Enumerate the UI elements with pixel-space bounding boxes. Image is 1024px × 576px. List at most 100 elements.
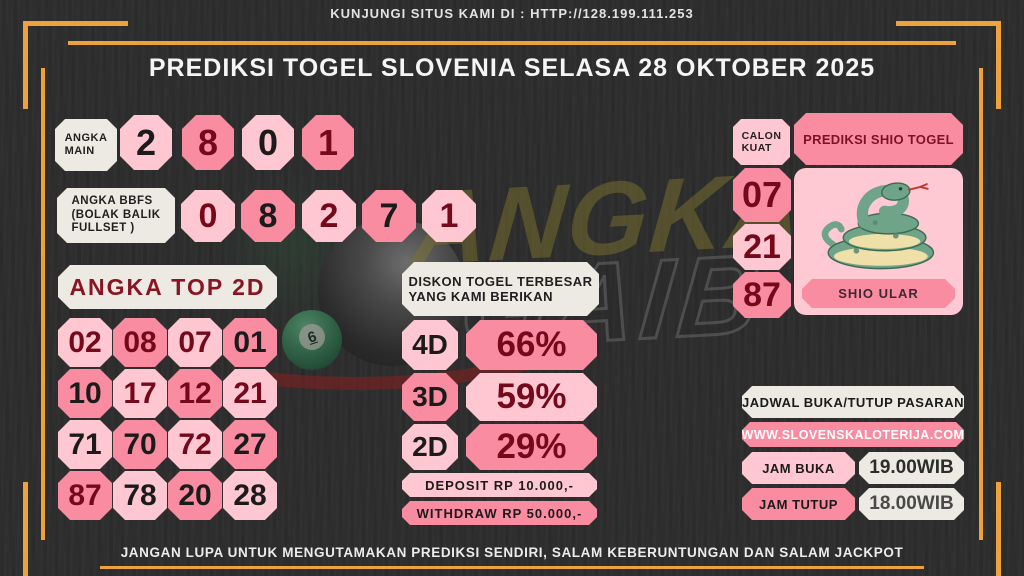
jam-buka-value: 19.00WIB <box>859 452 964 484</box>
angka-bbfs-digit: 7 <box>362 190 416 242</box>
diskon-header-line1: DISKON TOGEL TERBESAR <box>408 273 593 289</box>
angka-bbfs-digit-value: 1 <box>439 196 459 235</box>
top2d-cell-value: 02 <box>68 325 102 359</box>
jam-tutup-label-text: JAM TUTUP <box>759 496 838 512</box>
frame-right-line <box>979 68 983 540</box>
top2d-cell: 07 <box>168 318 222 367</box>
shio-number: 87 <box>733 272 791 318</box>
top2d-cell: 10 <box>58 369 112 418</box>
top2d-cell-value: 07 <box>178 325 212 359</box>
angka-bbfs-digit: 0 <box>181 190 235 242</box>
pool-ball-6-icon: 6 <box>282 310 342 370</box>
top2d-cell: 27 <box>223 420 277 469</box>
angka-main-digit: 1 <box>302 115 354 170</box>
top2d-cell-value: 28 <box>233 478 267 512</box>
top2d-cell-value: 78 <box>123 478 157 512</box>
top2d-cell-value: 27 <box>233 427 267 461</box>
jam-buka-label: JAM BUKA <box>742 452 855 484</box>
deposit-text: DEPOSIT RP 10.000,- <box>425 477 574 493</box>
top2d-cell-value: 70 <box>123 427 157 461</box>
frame-corner-tr-h <box>896 21 1001 26</box>
shio-number-value: 87 <box>743 275 781 314</box>
angka-bbfs-digit: 2 <box>302 190 356 242</box>
top2d-cell: 20 <box>168 471 222 520</box>
shio-number-value: 21 <box>743 227 781 266</box>
diskon-label-text: 4D <box>412 329 448 360</box>
frame-corner-tr-v <box>996 21 1001 109</box>
frame-corner-bl-v <box>23 482 28 576</box>
top2d-cell: 21 <box>223 369 277 418</box>
top2d-cell-value: 71 <box>68 427 102 461</box>
diskon-value-text: 29% <box>496 427 567 466</box>
frame-top-line <box>68 41 956 45</box>
shio-animal-badge: SHIO ULAR <box>802 279 955 308</box>
top2d-grid: 02 08 07 01 10 17 12 21 71 70 72 27 87 7… <box>58 318 277 520</box>
diskon-label-text: 3D <box>412 381 448 412</box>
top2d-header-text: ANGKA TOP 2D <box>69 273 266 300</box>
angka-bbfs-label-line2: (BOLAK BALIK <box>71 208 161 221</box>
top2d-cell-value: 21 <box>233 376 267 410</box>
angka-bbfs-digit-value: 0 <box>198 196 218 235</box>
top2d-cell: 78 <box>113 471 167 520</box>
withdraw-badge: WITHDRAW RP 50.000,- <box>402 501 597 525</box>
page-title: PREDIKSI TOGEL SLOVENIA SELASA 28 OKTOBE… <box>148 54 876 82</box>
top2d-cell: 01 <box>223 318 277 367</box>
angka-bbfs-digit-value: 8 <box>258 196 278 235</box>
angka-main-label-line1: ANGKA <box>64 132 108 145</box>
angka-main-digit-value: 2 <box>135 121 157 163</box>
diskon-header-line2: YANG KAMI BERIKAN <box>408 289 553 304</box>
angka-main-label: ANGKA MAIN <box>55 119 117 171</box>
angka-main-digit: 0 <box>242 115 294 170</box>
jam-buka-label-text: JAM BUKA <box>762 460 835 476</box>
angka-bbfs-label-line3: FULLSET ) <box>71 222 135 235</box>
angka-bbfs-digit-value: 7 <box>379 196 399 235</box>
shio-number: 07 <box>733 168 791 222</box>
site-notice[interactable]: KUNJUNGI SITUS KAMI DI : HTTP://128.199.… <box>330 6 694 21</box>
top2d-cell: 71 <box>58 420 112 469</box>
top2d-cell: 72 <box>168 420 222 469</box>
top2d-cell-value: 10 <box>68 376 102 410</box>
angka-main-digit: 8 <box>182 115 234 170</box>
shio-number: 21 <box>733 224 791 270</box>
frame-corner-tl-h <box>23 21 128 26</box>
diskon-value-text: 66% <box>496 325 567 364</box>
jam-buka-value-text: 19.00WIB <box>869 457 954 478</box>
diskon-value-3d: 59% <box>466 373 597 421</box>
snake-icon <box>821 182 935 270</box>
top2d-cell-value: 17 <box>123 376 157 410</box>
calon-kuat-label: CALON KUAT <box>733 119 790 165</box>
angka-bbfs-label-line1: ANGKA BBFS <box>71 195 153 208</box>
top2d-cell-value: 12 <box>178 376 212 410</box>
shio-header-text: PREDIKSI SHIO TOGEL <box>803 131 954 147</box>
diskon-value-4d: 66% <box>466 320 597 370</box>
deposit-badge: DEPOSIT RP 10.000,- <box>402 473 597 497</box>
jadwal-header: JADWAL BUKA/TUTUP PASARAN <box>742 386 964 418</box>
top2d-cell-value: 01 <box>233 325 267 359</box>
top2d-cell: 87 <box>58 471 112 520</box>
angka-main-digit-value: 0 <box>257 121 279 163</box>
angka-main-digit-value: 1 <box>317 121 339 163</box>
diskon-label-2d: 2D <box>402 424 458 470</box>
top2d-header: ANGKA TOP 2D <box>58 265 277 309</box>
top2d-cell-value: 72 <box>178 427 212 461</box>
frame-corner-tl-v <box>23 21 28 109</box>
website-badge[interactable]: WWW.SLOVENSKALOTERIJA.COM <box>742 422 964 447</box>
angka-bbfs-digit-value: 2 <box>319 196 339 235</box>
angka-main-digit: 2 <box>120 115 172 170</box>
top2d-cell: 28 <box>223 471 277 520</box>
frame-corner-br-v <box>996 482 1001 576</box>
angka-main-label-line2: MAIN <box>64 145 95 157</box>
angka-bbfs-label: ANGKA BBFS (BOLAK BALIK FULLSET ) <box>57 188 175 243</box>
calon-kuat-line2: KUAT <box>741 142 772 154</box>
diskon-label-3d: 3D <box>402 373 458 421</box>
calon-kuat-line1: CALON <box>741 129 782 142</box>
frame-bottom-line <box>100 566 924 569</box>
diskon-value-text: 59% <box>496 377 567 416</box>
angka-bbfs-digit: 8 <box>241 190 295 242</box>
top2d-cell-value: 08 <box>123 325 157 359</box>
top2d-cell: 08 <box>113 318 167 367</box>
top2d-cell-value: 87 <box>68 478 102 512</box>
jadwal-header-text: JADWAL BUKA/TUTUP PASARAN <box>742 394 964 410</box>
jam-tutup-value: 18.00WIB <box>859 488 964 520</box>
shio-number-value: 07 <box>741 174 783 215</box>
